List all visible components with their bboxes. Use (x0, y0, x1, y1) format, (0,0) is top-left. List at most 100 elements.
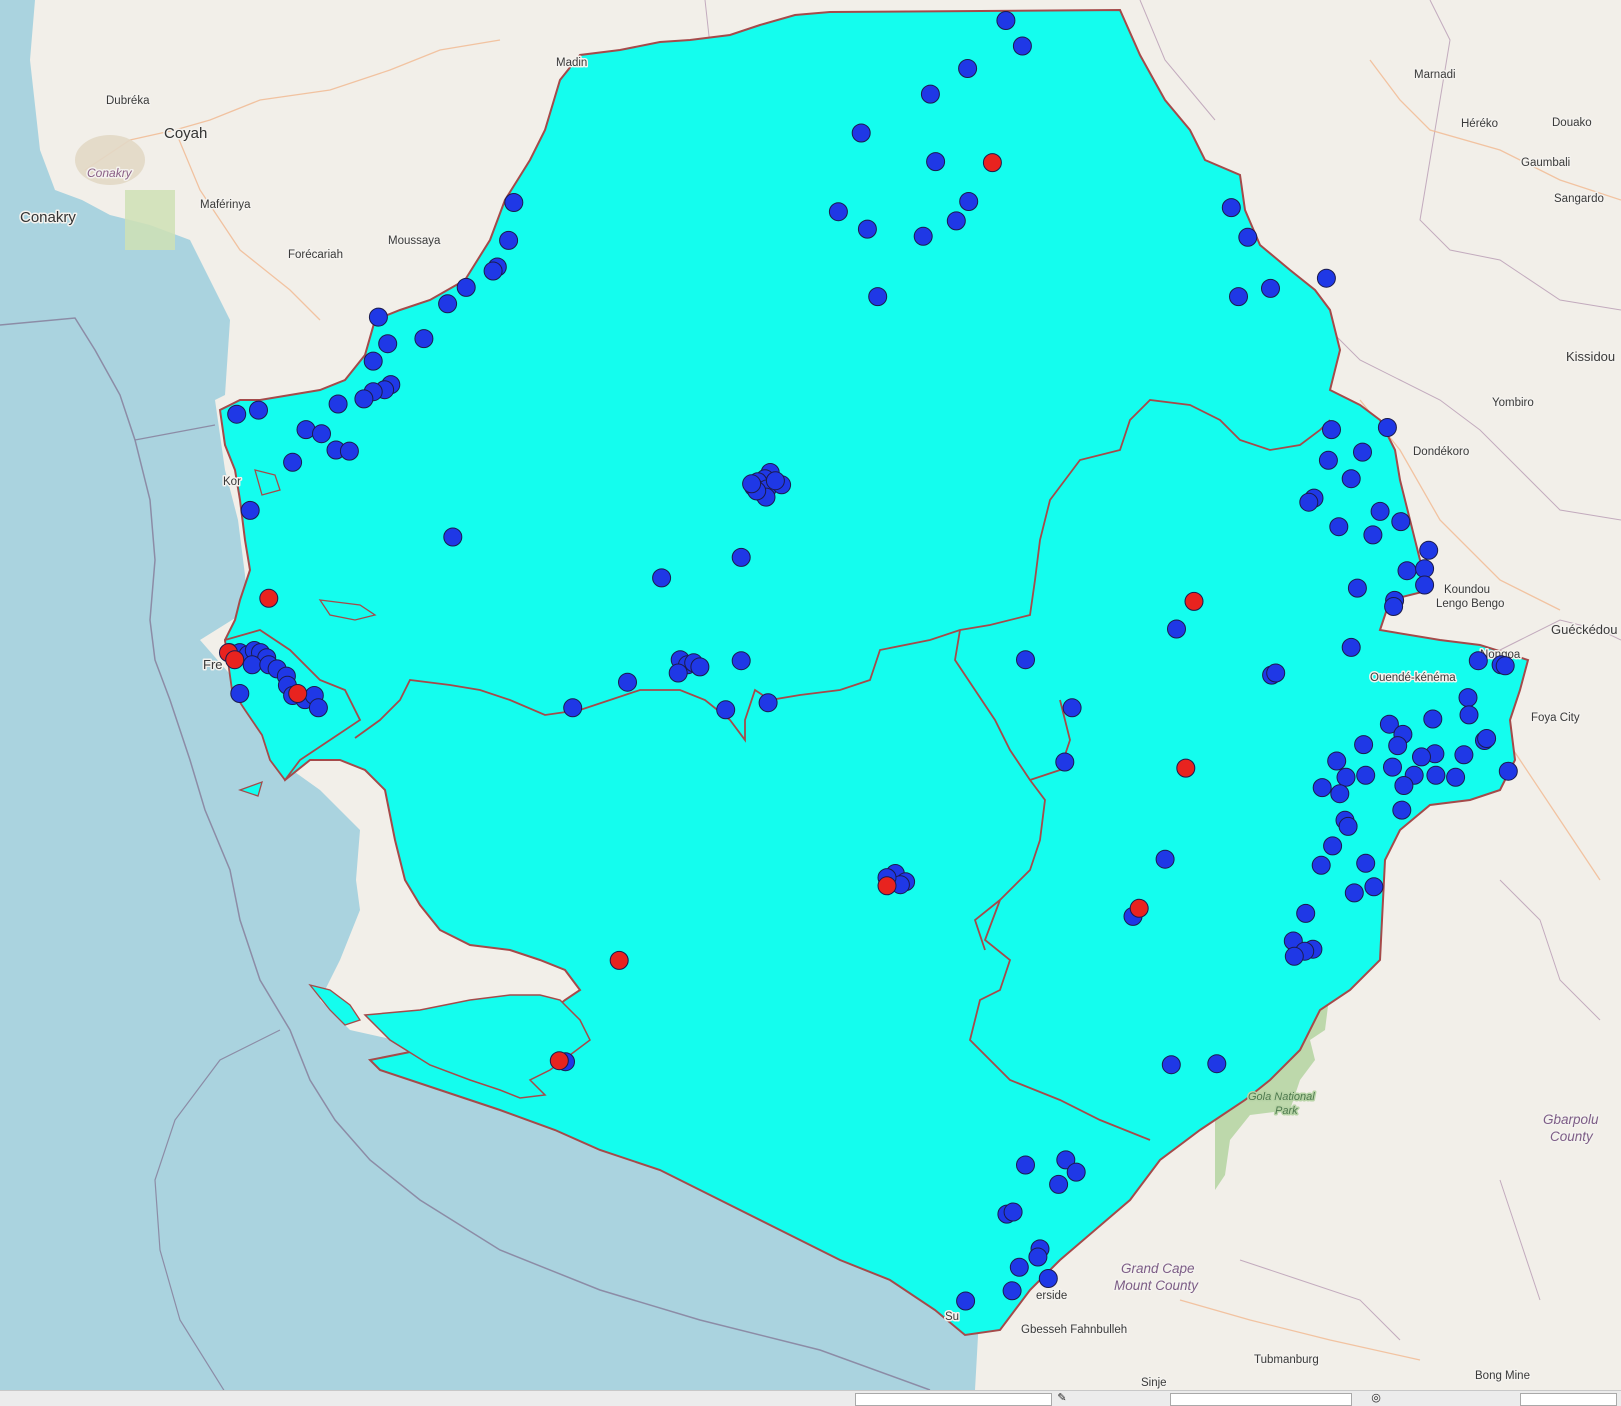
point-blue-99[interactable] (1454, 745, 1474, 765)
point-blue-127[interactable] (1167, 619, 1186, 639)
point-blue-78[interactable] (1415, 575, 1435, 595)
point-blue-26[interactable] (328, 394, 348, 414)
point-blue-163[interactable] (308, 698, 328, 718)
point-red-6[interactable] (1176, 758, 1196, 778)
point-blue-63[interactable] (1316, 268, 1336, 288)
point-blue-66[interactable] (1353, 442, 1372, 462)
point-blue-67[interactable] (1318, 450, 1338, 470)
point-blue-32[interactable] (339, 441, 359, 461)
point-blue-137[interactable] (1003, 1202, 1023, 1222)
point-blue-155[interactable] (242, 655, 262, 675)
point-red-9[interactable] (609, 950, 629, 970)
point-blue-41[interactable] (690, 657, 710, 677)
point-blue-15[interactable] (483, 261, 503, 281)
point-blue-70[interactable] (1299, 492, 1319, 512)
point-blue-90[interactable] (1423, 709, 1443, 729)
point-blue-98[interactable] (1412, 747, 1431, 767)
point-blue-123[interactable] (1284, 946, 1304, 966)
point-blue-96[interactable] (1477, 729, 1497, 748)
point-red-8[interactable] (877, 876, 897, 896)
point-blue-35[interactable] (443, 527, 463, 547)
point-blue-140[interactable] (1009, 1257, 1029, 1277)
point-blue-4[interactable] (851, 123, 871, 143)
point-blue-94[interactable] (1388, 736, 1408, 756)
point-blue-75[interactable] (1419, 540, 1439, 560)
point-blue-25[interactable] (354, 389, 374, 409)
point-blue-2[interactable] (958, 59, 978, 78)
point-blue-117[interactable] (1364, 877, 1384, 897)
point-blue-5[interactable] (926, 152, 946, 172)
point-blue-0[interactable] (996, 11, 1016, 30)
point-blue-3[interactable] (920, 84, 940, 104)
point-blue-34[interactable] (240, 500, 260, 520)
point-blue-88[interactable] (1458, 688, 1478, 708)
point-blue-74[interactable] (1363, 525, 1383, 545)
point-blue-47[interactable] (758, 693, 778, 713)
rotation-icon[interactable]: ◎ (1371, 1392, 1381, 1404)
point-blue-105[interactable] (1356, 765, 1376, 785)
point-blue-106[interactable] (1336, 767, 1356, 787)
point-blue-44[interactable] (618, 672, 637, 692)
point-blue-7[interactable] (857, 219, 877, 239)
point-blue-107[interactable] (1498, 761, 1518, 781)
point-blue-130[interactable] (1161, 1055, 1181, 1075)
point-blue-164[interactable] (230, 684, 250, 703)
point-blue-30[interactable] (312, 424, 331, 444)
point-red-5[interactable] (1184, 591, 1204, 611)
point-blue-46[interactable] (716, 700, 736, 720)
point-blue-115[interactable] (1356, 853, 1376, 873)
point-blue-72[interactable] (1391, 512, 1411, 532)
point-red-7[interactable] (1129, 898, 1149, 918)
point-blue-13[interactable] (499, 230, 519, 250)
point-red-0[interactable] (982, 153, 1002, 173)
point-blue-118[interactable] (1344, 883, 1364, 903)
point-blue-6[interactable] (828, 202, 848, 222)
point-blue-1[interactable] (1012, 36, 1032, 56)
point-blue-126[interactable] (1055, 752, 1075, 772)
point-blue-17[interactable] (438, 294, 458, 314)
point-blue-64[interactable] (1377, 418, 1397, 437)
point-blue-27[interactable] (249, 400, 268, 420)
point-blue-76[interactable] (1397, 561, 1417, 581)
point-blue-142[interactable] (1002, 1281, 1022, 1301)
point-blue-84[interactable] (1266, 663, 1286, 683)
point-blue-143[interactable] (956, 1291, 976, 1311)
point-blue-82[interactable] (1341, 637, 1361, 657)
scale-field[interactable] (1170, 1393, 1352, 1406)
point-blue-77[interactable] (1415, 559, 1435, 579)
point-blue-89[interactable] (1459, 705, 1479, 725)
point-blue-73[interactable] (1329, 517, 1349, 537)
point-red-1[interactable] (259, 588, 279, 608)
point-blue-12[interactable] (504, 193, 524, 212)
point-blue-65[interactable] (1322, 420, 1341, 440)
point-blue-79[interactable] (1347, 578, 1367, 598)
point-blue-43[interactable] (731, 651, 751, 671)
point-blue-42[interactable] (668, 663, 688, 683)
point-blue-104[interactable] (1446, 767, 1466, 787)
point-blue-91[interactable] (1379, 714, 1399, 734)
point-blue-109[interactable] (1312, 778, 1332, 798)
coordinate-field[interactable] (855, 1393, 1052, 1406)
point-blue-141[interactable] (1038, 1269, 1058, 1288)
point-blue-58[interactable] (742, 474, 762, 494)
point-blue-33[interactable] (283, 452, 303, 472)
point-blue-37[interactable] (652, 568, 672, 588)
point-blue-21[interactable] (363, 351, 383, 371)
point-red-10[interactable] (549, 1051, 569, 1071)
point-blue-8[interactable] (913, 226, 933, 246)
render-field[interactable] (1520, 1393, 1617, 1406)
point-blue-10[interactable] (959, 192, 979, 211)
point-blue-81[interactable] (1384, 597, 1404, 616)
point-blue-28[interactable] (227, 404, 247, 424)
point-red-4[interactable] (288, 684, 308, 703)
point-blue-61[interactable] (1261, 278, 1280, 298)
point-blue-124[interactable] (1016, 650, 1035, 670)
point-blue-19[interactable] (378, 334, 398, 354)
point-blue-45[interactable] (563, 698, 583, 718)
point-blue-100[interactable] (1327, 751, 1347, 771)
point-red-3[interactable] (225, 650, 245, 670)
point-blue-111[interactable] (1392, 800, 1412, 820)
point-blue-139[interactable] (1028, 1247, 1048, 1267)
point-blue-18[interactable] (368, 307, 388, 327)
point-blue-11[interactable] (868, 287, 888, 307)
